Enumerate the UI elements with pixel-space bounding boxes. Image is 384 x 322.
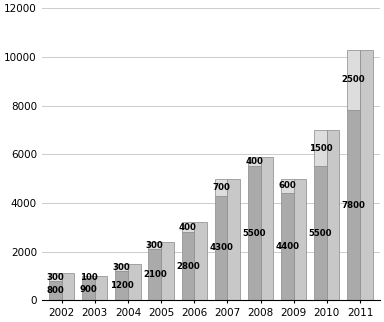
Text: 800: 800 [46,286,64,295]
Text: 1500: 1500 [309,144,332,153]
Text: 5500: 5500 [242,229,266,238]
Text: 7800: 7800 [342,201,366,210]
Bar [327,130,339,300]
Text: 700: 700 [212,183,230,192]
Text: 1200: 1200 [110,281,134,290]
Bar [194,222,207,300]
Text: 900: 900 [79,285,98,294]
Bar [360,50,372,300]
Bar [314,130,327,166]
Bar [49,281,62,300]
Bar [348,110,360,300]
Bar [82,276,95,278]
Bar [248,156,260,166]
Bar [348,50,360,110]
Bar [248,166,260,300]
Text: 2800: 2800 [176,261,200,270]
Bar [227,178,240,300]
Text: 100: 100 [79,273,98,281]
Text: 5500: 5500 [309,229,332,238]
Text: 600: 600 [278,181,296,190]
Bar [182,222,194,232]
Bar [161,242,174,300]
Text: 4300: 4300 [209,243,233,252]
Bar [49,273,62,281]
Text: 4400: 4400 [275,242,300,251]
Bar [149,242,161,249]
Text: 2100: 2100 [143,270,167,279]
Bar [294,178,306,300]
Bar [281,193,294,300]
Text: 300: 300 [46,273,64,281]
Bar [82,278,95,300]
Text: 400: 400 [179,223,197,232]
Bar [314,166,327,300]
Bar [149,249,161,300]
Bar [115,271,128,300]
Bar [128,264,141,300]
Bar [215,195,227,300]
Bar [95,276,108,300]
Text: 300: 300 [113,263,131,272]
Bar [115,264,128,271]
Text: 2500: 2500 [342,75,366,84]
Bar [215,178,227,195]
Bar [182,232,194,300]
Bar [260,156,273,300]
Text: 300: 300 [146,241,164,250]
Text: 400: 400 [245,157,263,166]
Bar [62,273,74,300]
Bar [281,178,294,193]
